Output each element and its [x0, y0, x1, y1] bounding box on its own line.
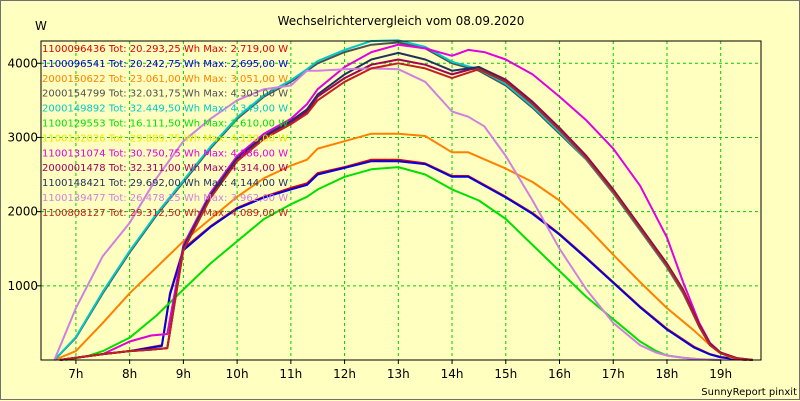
legend-entry-2000001478: 2000001478 Tot: 32.311,00 Wh Max: 4.314,…: [42, 163, 288, 174]
x-tick-label: 19h: [709, 367, 732, 381]
x-tick-label: 13h: [387, 367, 410, 381]
legend-entry-1100131074: 1100131074 Tot: 30.750,75 Wh Max: 4.286,…: [42, 148, 288, 159]
legend-entry-2000149892: 2000149892 Tot: 32.449,50 Wh Max: 4.349,…: [42, 104, 288, 115]
legend-entry-2000154799: 2000154799 Tot: 32.031,75 Wh Max: 4.303,…: [42, 89, 288, 100]
x-tick-label: 7h: [68, 367, 83, 381]
x-tick-label: 14h: [441, 367, 464, 381]
grid: [41, 41, 761, 360]
y-tick-label: 1000: [7, 279, 38, 293]
series-layer: [53, 39, 754, 361]
legend-entry-1100808127: 1100808127 Tot: 29.312,50 Wh Max: 4.089,…: [42, 208, 288, 219]
y-tick-label: 2000: [7, 205, 38, 219]
x-tick-label: 15h: [494, 367, 517, 381]
legend-entry-1100096541: 1100096541 Tot: 20.242,75 Wh Max: 2.695,…: [42, 59, 288, 70]
legend-entry-1100148421: 1100148421 Tot: 29.692,00 Wh Max: 4.144,…: [42, 178, 288, 189]
x-tick-label: 10h: [226, 367, 249, 381]
x-tick-labels: 7h 8h 9h 10h 11h 12h 13h 14h 15h 16h 17h 18h 19h: [68, 360, 732, 381]
legend-entry-2000150622: 2000150622 Tot: 23.061,00 Wh Max: 3.051,…: [42, 74, 288, 85]
series-line-1100139477: [53, 67, 721, 361]
legend-entry-1100139477: 1100139477 Tot: 26.478,25 Wh Max: 3.962,…: [42, 193, 288, 204]
y-axis-unit: W: [35, 19, 47, 33]
x-tick-label: 8h: [122, 367, 137, 381]
legend-entry-1100132026: 1100132026 Tot: 29.889,75 Wh Max: 4.130,…: [42, 133, 288, 144]
y-tick-label: 3000: [7, 130, 38, 144]
series-line-1100131074: [59, 43, 754, 361]
footer-credit: SunnyReport pinxit: [701, 387, 797, 398]
plot-area: [40, 40, 762, 361]
x-tick-label: 9h: [176, 367, 191, 381]
x-tick-label: 16h: [548, 367, 571, 381]
y-tick-labels: 1000 2000 3000 4000: [7, 56, 41, 293]
series-line-1100808127: [59, 62, 753, 361]
legend: 1100096436 Tot: 20.293,25 Wh Max: 2.719,…: [42, 44, 288, 219]
legend-entry-1100129553: 1100129553 Tot: 16.111,50 Wh Max: 2.610,…: [42, 119, 288, 130]
x-tick-label: 18h: [656, 367, 679, 381]
axes: [40, 40, 762, 361]
legend-entry-1100096436: 1100096436 Tot: 20.293,25 Wh Max: 2.719,…: [42, 44, 288, 55]
x-tick-label: 12h: [333, 367, 356, 381]
series-line-2000150622: [54, 132, 748, 361]
y-tick-label: 4000: [7, 56, 38, 70]
series-line-1100096541: [59, 160, 748, 361]
x-tick-label: 11h: [279, 367, 302, 381]
chart-title: Wechselrichtervergleich vom 08.09.2020: [278, 14, 525, 28]
x-tick-label: 17h: [602, 367, 625, 381]
